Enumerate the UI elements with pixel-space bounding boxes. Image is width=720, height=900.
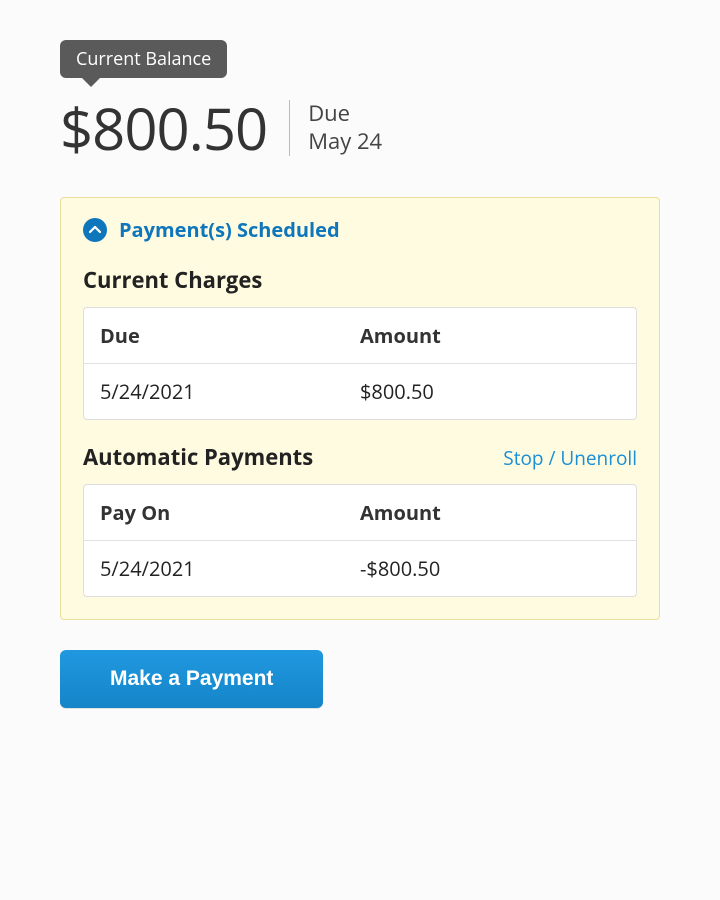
due-label: Due [308,100,382,128]
cell-due-date: 5/24/2021 [100,378,360,405]
current-balance-tooltip: Current Balance [60,40,227,78]
cell-payon-date: 5/24/2021 [100,555,360,582]
current-charges-title: Current Charges [83,265,262,295]
tooltip-label: Current Balance [76,47,211,71]
current-charges-table: Due Amount 5/24/2021 $800.50 [83,307,637,420]
make-payment-button[interactable]: Make a Payment [60,650,323,708]
cta-label: Make a Payment [110,667,273,690]
balance-row: $800.50 Due May 24 [60,88,660,167]
cell-amount: $800.50 [360,378,620,405]
panel-toggle[interactable]: Payment(s) Scheduled [83,216,637,243]
due-date: May 24 [308,128,382,156]
col-amount-header: Amount [360,322,620,349]
col-due-header: Due [100,322,360,349]
automatic-payments-table: Pay On Amount 5/24/2021 -$800.50 [83,484,637,597]
current-charges-header: Current Charges [83,265,637,295]
col-payon-header: Pay On [100,499,360,526]
cell-amount: -$800.50 [360,555,620,582]
scheduled-payments-panel: Payment(s) Scheduled Current Charges Due… [60,197,660,620]
due-block: Due May 24 [308,100,382,155]
table-row: 5/24/2021 -$800.50 [84,541,636,596]
col-amount-header: Amount [360,499,620,526]
stop-unenroll-link[interactable]: Stop / Unenroll [503,445,637,471]
table-header-row: Pay On Amount [84,485,636,541]
automatic-payments-header: Automatic Payments Stop / Unenroll [83,442,637,472]
balance-divider [289,100,290,156]
table-header-row: Due Amount [84,308,636,364]
balance-amount: $800.50 [60,88,267,167]
automatic-payments-title: Automatic Payments [83,442,313,472]
table-row: 5/24/2021 $800.50 [84,364,636,419]
panel-header-text: Payment(s) Scheduled [119,216,340,243]
chevron-up-icon [83,218,107,242]
